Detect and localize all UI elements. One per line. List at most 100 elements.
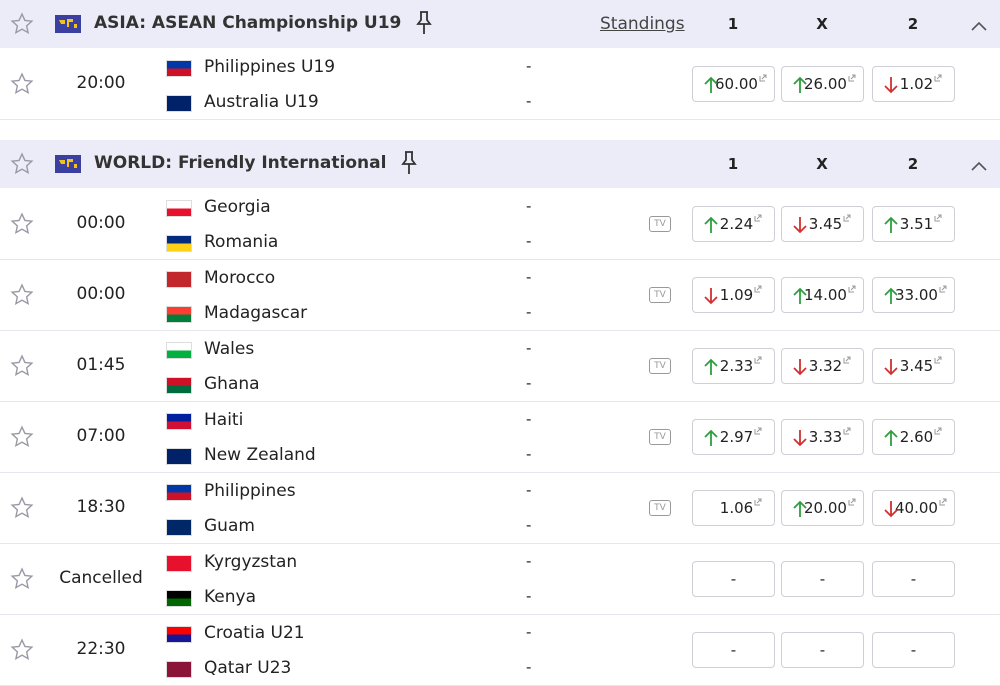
odds-button[interactable]: 2.60	[872, 419, 955, 455]
odds-button[interactable]: -	[692, 561, 775, 597]
odds-value: 60.00	[715, 75, 758, 93]
favorite-star[interactable]	[9, 151, 35, 181]
odds-button[interactable]: -	[781, 561, 864, 597]
odds-value: 33.00	[895, 286, 938, 304]
team-flag	[167, 96, 191, 111]
odds-value: 2.33	[719, 357, 754, 375]
odds-trend	[884, 429, 898, 451]
team-flag	[167, 627, 191, 642]
odds-trend	[704, 216, 718, 238]
odds-button[interactable]: -	[872, 632, 955, 668]
odds-button[interactable]: 20.00	[781, 490, 864, 526]
team-flag	[167, 520, 191, 535]
tv-badge: TV	[649, 429, 671, 445]
team-name[interactable]: Ghana	[204, 374, 260, 394]
team-name[interactable]: Madagascar	[204, 303, 308, 323]
team-name[interactable]: Kenya	[204, 587, 257, 607]
odds-button[interactable]: -	[781, 632, 864, 668]
team-score: -	[526, 623, 532, 641]
favorite-star[interactable]	[9, 11, 35, 41]
odds-button[interactable]: -	[872, 561, 955, 597]
favorite-star[interactable]	[9, 71, 35, 101]
league-title[interactable]: WORLD: Friendly International	[94, 153, 387, 173]
favorite-star[interactable]	[9, 353, 35, 383]
odds-button[interactable]: 14.00	[781, 277, 864, 313]
team-name[interactable]: New Zealand	[204, 445, 316, 465]
odds-value: 3.32	[808, 357, 843, 375]
match-row: Cancelled Kyrgyzstan - Kenya - - - -	[0, 543, 1000, 615]
team-name[interactable]: Wales	[204, 339, 255, 359]
match-time: Cancelled	[59, 568, 143, 588]
team-flag	[167, 307, 191, 322]
team-name[interactable]: Kyrgyzstan	[204, 552, 298, 572]
team-score: -	[526, 481, 532, 499]
favorite-star[interactable]	[9, 424, 35, 454]
odds-button[interactable]: 60.00	[692, 66, 775, 102]
odds-button[interactable]: 33.00	[872, 277, 955, 313]
match-row: 00:00 Morocco - Madagascar - TV 1.09 14.00 33.00	[0, 259, 1000, 331]
odds-value: -	[730, 570, 737, 588]
team-name[interactable]: Philippines U19	[204, 57, 336, 77]
odds-value: 3.33	[808, 428, 843, 446]
team-name[interactable]: Qatar U23	[204, 658, 292, 678]
odds-button[interactable]: 1.02	[872, 66, 955, 102]
tv-badge: TV	[649, 500, 671, 516]
odds-value: 26.00	[804, 75, 847, 93]
favorite-star[interactable]	[9, 637, 35, 667]
team-name[interactable]: Croatia U21	[204, 623, 305, 643]
team-name[interactable]: Romania	[204, 232, 279, 252]
team-score: -	[526, 445, 532, 463]
column-label: 2	[907, 15, 919, 33]
odds-trend	[704, 287, 718, 309]
favorite-star[interactable]	[9, 211, 35, 241]
match-row: 22:30 Croatia U21 - Qatar U23 - - - -	[0, 614, 1000, 686]
odds-trend	[793, 287, 807, 309]
team-name[interactable]: Australia U19	[204, 92, 319, 112]
tv-badge: TV	[649, 287, 671, 303]
favorite-star[interactable]	[9, 282, 35, 312]
odds-button[interactable]: 3.33	[781, 419, 864, 455]
match-time: 00:00	[76, 284, 126, 304]
odds-button[interactable]: 3.45	[872, 348, 955, 384]
pin-icon[interactable]	[415, 10, 433, 40]
odds-button[interactable]: 1.09	[692, 277, 775, 313]
odds-button[interactable]: 3.51	[872, 206, 955, 242]
pin-icon[interactable]	[400, 150, 418, 180]
odds-trend	[704, 429, 718, 451]
standings-link[interactable]: Standings	[600, 14, 685, 34]
odds-button[interactable]: 3.45	[781, 206, 864, 242]
odds-trend	[793, 216, 807, 238]
odds-value: -	[910, 641, 917, 659]
team-name[interactable]: Georgia	[204, 197, 271, 217]
team-name[interactable]: Haiti	[204, 410, 244, 430]
league-title[interactable]: ASIA: ASEAN Championship U19	[94, 13, 402, 33]
odds-value: 2.97	[719, 428, 754, 446]
column-label: X	[816, 155, 828, 173]
odds-button[interactable]: 1.06	[692, 490, 775, 526]
odds-trend	[793, 500, 807, 522]
favorite-star[interactable]	[9, 495, 35, 525]
external-icon	[842, 214, 851, 233]
odds-button[interactable]: -	[692, 632, 775, 668]
odds-button[interactable]: 2.33	[692, 348, 775, 384]
external-icon	[753, 214, 762, 233]
odds-value: 14.00	[804, 286, 847, 304]
team-name[interactable]: Philippines	[204, 481, 296, 501]
odds-button[interactable]: 26.00	[781, 66, 864, 102]
team-name[interactable]: Morocco	[204, 268, 276, 288]
odds-button[interactable]: 2.97	[692, 419, 775, 455]
collapse-toggle[interactable]	[970, 17, 988, 36]
odds-value: 1.06	[719, 499, 754, 517]
team-name[interactable]: Guam	[204, 516, 255, 536]
odds-button[interactable]: 3.32	[781, 348, 864, 384]
collapse-toggle[interactable]	[970, 157, 988, 176]
odds-value: -	[910, 570, 917, 588]
odds-trend	[884, 287, 898, 309]
team-score: -	[526, 197, 532, 215]
favorite-star[interactable]	[9, 566, 35, 596]
odds-button[interactable]: 40.00	[872, 490, 955, 526]
odds-button[interactable]: 2.24	[692, 206, 775, 242]
team-flag	[167, 343, 191, 358]
external-icon	[753, 356, 762, 375]
